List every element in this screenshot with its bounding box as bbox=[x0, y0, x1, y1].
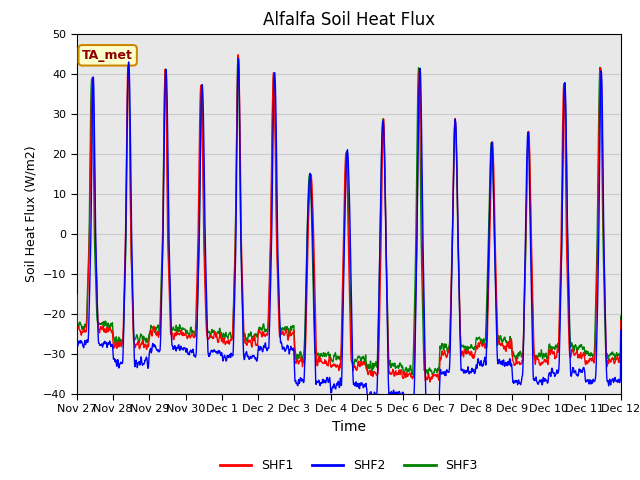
X-axis label: Time: Time bbox=[332, 420, 366, 433]
Y-axis label: Soil Heat Flux (W/m2): Soil Heat Flux (W/m2) bbox=[24, 145, 37, 282]
Legend: SHF1, SHF2, SHF3: SHF1, SHF2, SHF3 bbox=[214, 455, 483, 477]
Title: Alfalfa Soil Heat Flux: Alfalfa Soil Heat Flux bbox=[263, 11, 435, 29]
Text: TA_met: TA_met bbox=[82, 49, 133, 62]
